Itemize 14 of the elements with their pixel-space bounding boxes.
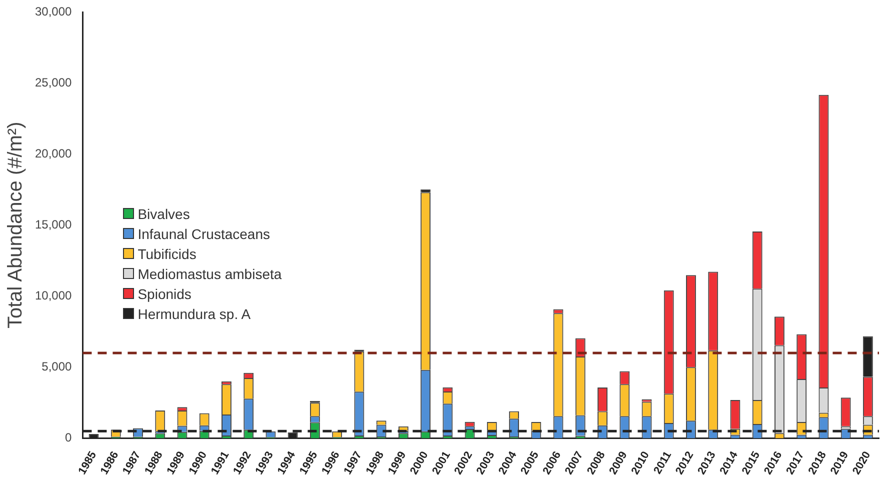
y-tick-label: 25,000 (35, 75, 72, 90)
y-tick-label: 20,000 (35, 146, 72, 160)
y-axis-title: Total Abundance (#/m²) (4, 122, 27, 328)
legend-label: Mediomastus ambiseta (138, 264, 282, 284)
legend-label: Bivalves (138, 204, 190, 224)
y-tick-label: 10,000 (35, 288, 72, 302)
y-tick-label: 0 (65, 430, 72, 445)
legend-label: Hermundura sp. A (138, 304, 251, 324)
y-tick-label: 30,000 (35, 4, 72, 18)
legend-label: Spionids (138, 284, 192, 304)
y-tick-label: 5,000 (42, 359, 72, 374)
legend-label: Infaunal Crustaceans (138, 224, 270, 244)
y-tick-label: 15,000 (35, 217, 72, 232)
legend-label: Tubificids (138, 244, 196, 264)
